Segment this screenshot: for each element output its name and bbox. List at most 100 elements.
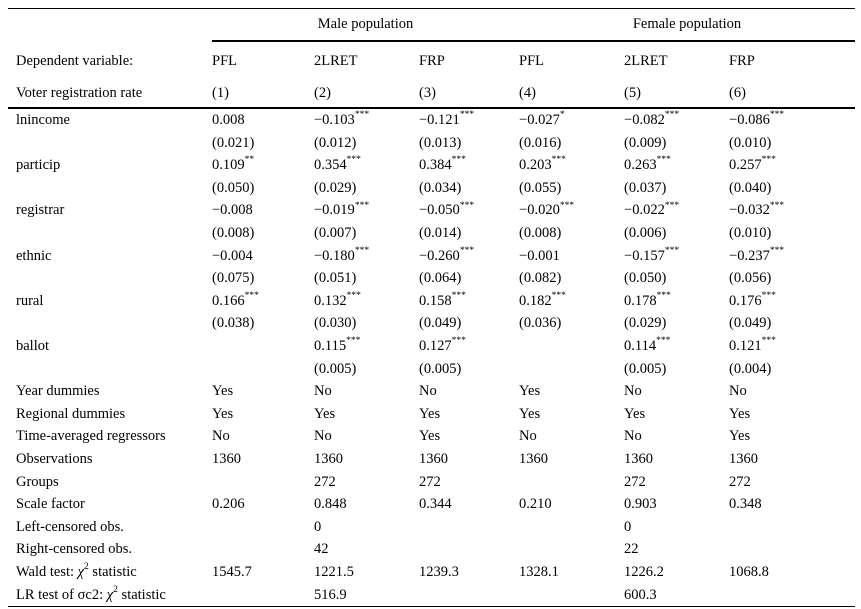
coefficient-row: ethnic −0.004 −0.180*** −0.260*** −0.001 −0.1… bbox=[8, 245, 855, 268]
significance-stars: *** bbox=[451, 155, 466, 166]
standard-error-cell: (0.037) bbox=[624, 179, 667, 196]
coefficient-cell: 0.166*** bbox=[212, 290, 259, 309]
regression-table: Male population Female population Depend… bbox=[8, 8, 856, 608]
significance-stars: *** bbox=[354, 245, 370, 256]
coefficient-cell: −0.019*** bbox=[314, 200, 370, 219]
summary-cell: 1360 bbox=[624, 450, 654, 467]
significance-stars: ** bbox=[244, 155, 255, 166]
summary-cell bbox=[729, 516, 855, 539]
summary-row: Year dummies Yes No No Yes No No bbox=[8, 380, 855, 403]
coefficient-cell: −0.027* bbox=[519, 110, 565, 129]
summary-cell: 0 bbox=[624, 518, 632, 535]
standard-error-cell: (0.008) bbox=[212, 225, 255, 242]
significance-stars: *** bbox=[559, 200, 575, 211]
significance-stars: *** bbox=[769, 245, 785, 256]
summary-cell: Yes bbox=[314, 405, 336, 422]
significance-stars: *** bbox=[551, 290, 566, 301]
summary-cell bbox=[729, 538, 855, 561]
col-header-2: 2LRET bbox=[314, 53, 358, 69]
coefficient-row: particip 0.109** 0.354*** 0.384*** 0.203*** 0… bbox=[8, 154, 855, 177]
summary-row: Right-censored obs. 42 22 bbox=[8, 538, 855, 561]
summary-cell: 272 bbox=[624, 473, 646, 490]
variable-label bbox=[8, 358, 212, 381]
variable-label: lnincome bbox=[16, 112, 70, 129]
coefficient-cell: −0.237*** bbox=[729, 245, 785, 264]
col-number-4: (4) bbox=[519, 85, 536, 101]
coefficient-cell: −0.004 bbox=[212, 247, 253, 264]
variable-label: registrar bbox=[16, 202, 65, 219]
col-header-1: PFL bbox=[212, 53, 237, 69]
standard-error-cell: (0.075) bbox=[212, 270, 255, 287]
summary-cell bbox=[212, 471, 314, 494]
standard-error-cell: (0.049) bbox=[419, 315, 462, 332]
group-header-spacer bbox=[8, 9, 212, 42]
table-header: Male population Female population Depend… bbox=[8, 8, 856, 110]
summary-cell: 0.348 bbox=[729, 496, 762, 513]
summary-row: Groups 272 272 272 272 bbox=[8, 471, 855, 494]
standard-error-cell: (0.029) bbox=[314, 179, 357, 196]
variable-label bbox=[8, 267, 212, 290]
significance-stars: * bbox=[559, 110, 565, 121]
summary-cell: No bbox=[314, 428, 332, 445]
standard-error-cell: (0.055) bbox=[519, 179, 562, 196]
standard-error-cell: (0.051) bbox=[314, 270, 357, 287]
variable-label bbox=[8, 222, 212, 245]
summary-cell: 0.206 bbox=[212, 496, 245, 513]
significance-stars: *** bbox=[459, 200, 475, 211]
coefficient-cell bbox=[519, 335, 624, 358]
summary-label: Right-censored obs. bbox=[16, 541, 132, 558]
significance-stars: *** bbox=[354, 200, 370, 211]
summary-cell: 272 bbox=[729, 473, 751, 490]
significance-stars: *** bbox=[459, 110, 475, 121]
coefficient-cell: 0.257*** bbox=[729, 155, 776, 174]
standard-error-row: (0.050) (0.029) (0.034) (0.055) (0.037) (0.04… bbox=[8, 177, 855, 200]
standard-error-cell: (0.029) bbox=[624, 315, 667, 332]
coefficient-cell: −0.180*** bbox=[314, 245, 370, 264]
summary-cell: 1221.5 bbox=[314, 563, 354, 580]
summary-cell: Yes bbox=[419, 428, 441, 445]
coefficient-cell: 0.132*** bbox=[314, 290, 361, 309]
summary-label: Observations bbox=[16, 450, 93, 467]
standard-error-row: (0.021) (0.012) (0.013) (0.016) (0.009) (0.01… bbox=[8, 132, 855, 155]
group-header-row: Male population Female population bbox=[8, 8, 856, 42]
coefficient-cell: 0.176*** bbox=[729, 290, 776, 309]
col-number-1: (1) bbox=[212, 85, 229, 101]
coefficient-row: registrar −0.008 −0.019*** −0.050*** −0.020*… bbox=[8, 199, 855, 222]
coefficient-cell: −0.032*** bbox=[729, 200, 785, 219]
summary-cell: 0.848 bbox=[314, 496, 347, 513]
summary-cell: 1328.1 bbox=[519, 563, 559, 580]
coefficient-row: lnincome 0.008 −0.103*** −0.121*** −0.027* −0… bbox=[8, 109, 855, 132]
summary-cell: Yes bbox=[729, 428, 751, 445]
standard-error-cell: (0.005) bbox=[419, 360, 462, 377]
summary-cell: Yes bbox=[419, 405, 441, 422]
summary-cell: 1360 bbox=[729, 450, 759, 467]
coefficient-cell: −0.008 bbox=[212, 202, 253, 219]
col-header-6: FRP bbox=[729, 53, 755, 69]
summary-cell bbox=[212, 538, 314, 561]
summary-label: LR test of σc2: χ2 statistic bbox=[16, 584, 166, 603]
significance-stars: *** bbox=[656, 336, 671, 347]
standard-error-cell: (0.005) bbox=[314, 360, 357, 377]
summary-cell: Yes bbox=[519, 383, 541, 400]
coefficient-row: ballot 0.115*** 0.127*** 0.114*** 0.121*** bbox=[8, 335, 855, 358]
group-header-female: Female population bbox=[519, 8, 856, 42]
summary-cell: 272 bbox=[314, 473, 336, 490]
coefficient-cell: 0.354*** bbox=[314, 155, 361, 174]
coefficient-cell: −0.082*** bbox=[624, 110, 680, 129]
summary-cell: 272 bbox=[419, 473, 441, 490]
summary-cell bbox=[212, 583, 314, 606]
summary-cell bbox=[519, 538, 624, 561]
summary-cell: 1360 bbox=[212, 450, 241, 467]
standard-error-row: (0.075) (0.051) (0.064) (0.082) (0.050) (0.05… bbox=[8, 267, 855, 290]
summary-cell bbox=[419, 516, 519, 539]
significance-stars: *** bbox=[551, 155, 566, 166]
summary-cell bbox=[519, 583, 624, 606]
standard-error-cell: (0.040) bbox=[729, 179, 772, 196]
coefficient-cell: 0.109** bbox=[212, 155, 255, 174]
standard-error-cell bbox=[212, 358, 314, 381]
summary-label: Scale factor bbox=[16, 496, 85, 513]
summary-cell: 1226.2 bbox=[624, 563, 664, 580]
standard-error-cell: (0.012) bbox=[314, 134, 357, 151]
significance-stars: *** bbox=[656, 155, 671, 166]
summary-cell: No bbox=[212, 428, 230, 445]
